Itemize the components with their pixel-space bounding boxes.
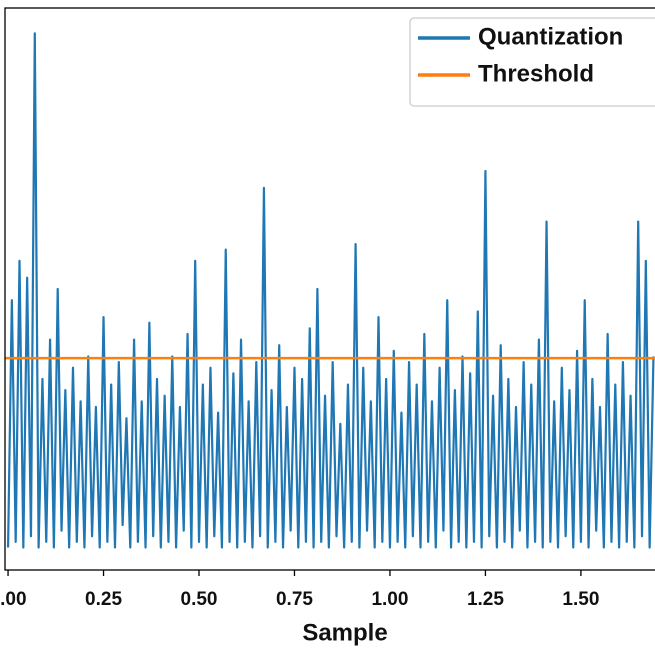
series-line [6, 32, 655, 549]
x-axis-label: Sample [302, 619, 387, 646]
legend-box [409, 17, 655, 107]
legend-label: Threshold [478, 60, 594, 87]
plot-frame [4, 7, 655, 571]
x-tick-label: 0.75 [276, 589, 313, 610]
x-tick-label: 0.50 [181, 589, 218, 610]
x-tick-label: 1.50 [562, 589, 599, 610]
x-tick-label: 1.00 [371, 589, 408, 610]
x-tick-label: 0.00 [0, 589, 27, 610]
legend-label: Quantization [478, 23, 623, 50]
plot-area [5, 32, 655, 549]
x-tick-label: 0.25 [85, 589, 122, 610]
x-tick-label: 1.25 [467, 589, 504, 610]
